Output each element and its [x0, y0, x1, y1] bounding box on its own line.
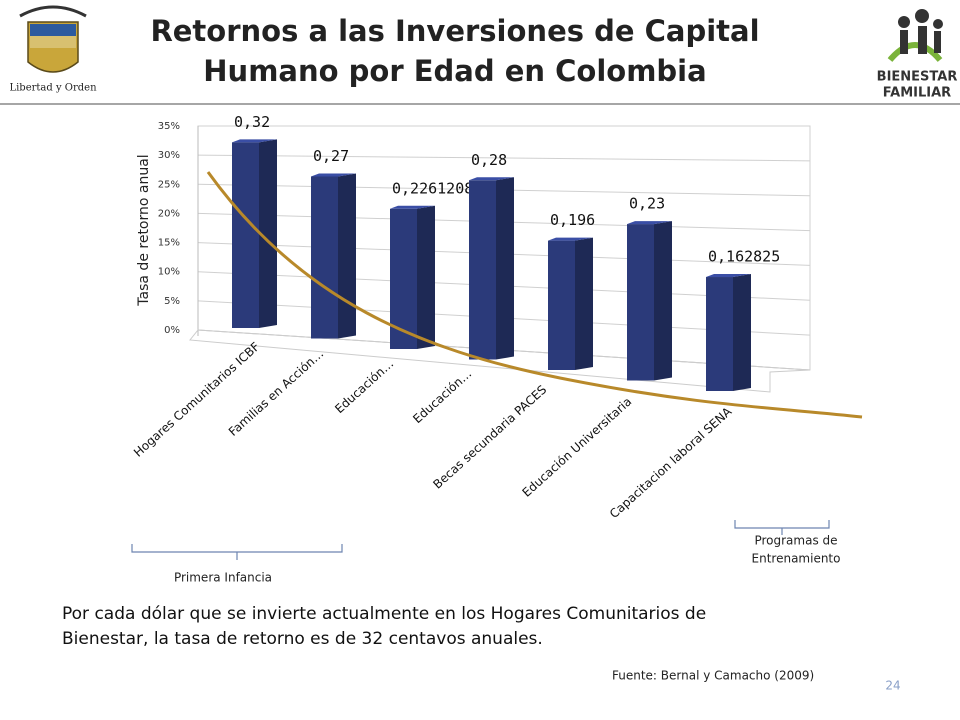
y-tick-label: 20%: [158, 208, 180, 219]
chart-title: Humano por Edad en Colombia: [203, 54, 706, 88]
note: Por cada dólar que se invierte actualmen…: [62, 604, 706, 624]
value-label: 0,27: [313, 147, 349, 165]
page-number: 24: [885, 679, 900, 693]
bar-top: [469, 177, 514, 181]
y-tick-label: 35%: [158, 121, 180, 132]
y-tick-label: 15%: [158, 238, 180, 249]
bar-top: [548, 237, 593, 241]
bar: [627, 224, 654, 381]
bar-side: [417, 205, 435, 349]
bar-top: [232, 139, 277, 143]
source: Fuente: Bernal y Camacho (2009): [612, 669, 814, 683]
bar: [469, 180, 496, 360]
note: Bienestar, la tasa de retorno es de 32 c…: [62, 629, 543, 649]
bar-top: [627, 221, 672, 225]
y-tick-label: 5%: [164, 296, 180, 307]
chart-title: Retornos a las Inversiones de Capital: [150, 14, 759, 48]
value-label: 0,32: [234, 113, 270, 131]
bar: [232, 142, 259, 328]
bracket: [131, 544, 343, 560]
value-label: 0,226120858: [392, 179, 491, 197]
value-label: 0,162825: [708, 248, 780, 266]
bar: [311, 176, 338, 339]
y-tick-label: 25%: [158, 179, 180, 190]
y-axis-label: Tasa de retorno anual: [136, 154, 152, 306]
y-tick-label: 30%: [158, 150, 180, 161]
value-label: 0,28: [471, 151, 507, 169]
value-label: 0,196: [550, 211, 595, 229]
bar-side: [259, 139, 277, 328]
bar-top: [311, 173, 356, 177]
group-label: Entrenamiento: [752, 552, 841, 566]
logo-caption: Libertad y Orden: [9, 83, 97, 94]
value-label: 0,23: [629, 195, 665, 213]
bar: [706, 277, 733, 391]
y-tick-label: 0%: [164, 325, 180, 336]
bar-top: [390, 205, 435, 209]
bar-side: [496, 177, 514, 360]
y-tick-label: 10%: [158, 267, 180, 278]
bar: [548, 240, 575, 370]
bar-side: [654, 221, 672, 381]
group-label: Programas de: [754, 534, 837, 548]
bar-side: [733, 274, 751, 391]
logo-text: FAMILIAR: [883, 86, 951, 101]
bracket: [734, 520, 830, 535]
coat-of-arms: Libertad y Orden: [9, 5, 97, 94]
bar-side: [338, 173, 356, 339]
bar-side: [575, 237, 593, 370]
grid-line: [197, 154, 811, 162]
bar-top: [706, 274, 751, 278]
bienestar-logo: BIENESTAR FAMILIAR: [877, 9, 958, 101]
logo-text: BIENESTAR: [877, 70, 958, 85]
trend-curve: [206, 171, 863, 419]
group-label: Primera Infancia: [174, 571, 272, 585]
